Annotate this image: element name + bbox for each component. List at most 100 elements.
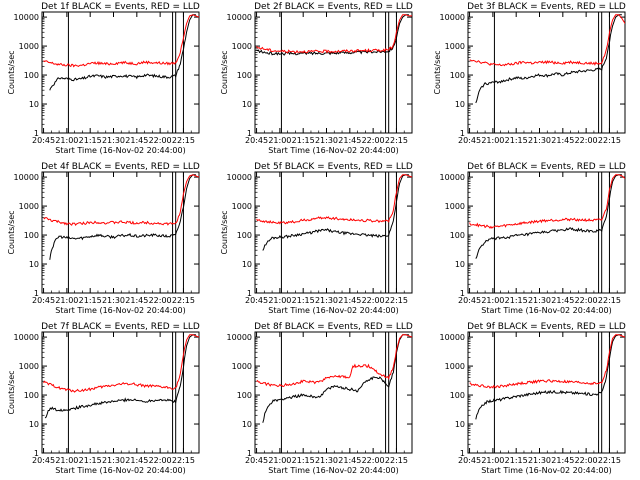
y-tick-label: 10000 <box>440 173 465 182</box>
y-tick-label: 100 <box>24 71 39 80</box>
x-axis-label: Start Time (16-Nov-02 20:44:00) <box>55 466 185 475</box>
x-tick-label: 22:00 <box>362 456 385 465</box>
plot-area <box>43 332 199 453</box>
x-tick-label: 22:00 <box>575 296 598 305</box>
x-tick-label: 21:45 <box>125 456 148 465</box>
axes-frame <box>467 331 626 454</box>
y-tick-label: 10 <box>455 260 465 269</box>
x-tick-label: 21:00 <box>481 296 504 305</box>
y-tick-label: 10000 <box>440 13 465 22</box>
y-tick-label: 100 <box>450 231 465 240</box>
y-tick-label: 1 <box>247 289 252 298</box>
y-tick-label: 1000 <box>19 42 39 51</box>
y-tick-label: 10 <box>242 420 252 429</box>
x-tick-label: 21:30 <box>102 456 125 465</box>
y-tick-label: 10 <box>455 100 465 109</box>
x-tick-label: 21:45 <box>125 296 148 305</box>
series-line-lld <box>43 14 199 68</box>
plot-area <box>256 12 412 133</box>
x-tick-label: 22:15 <box>598 136 621 145</box>
series-line-lld <box>469 14 625 67</box>
y-tick-label: 1000 <box>445 362 465 371</box>
plot-area <box>43 172 199 293</box>
x-tick-label: 22:00 <box>362 296 385 305</box>
x-axis-label: Start Time (16-Nov-02 20:44:00) <box>268 466 398 475</box>
x-axis-label: Start Time (16-Nov-02 20:44:00) <box>481 466 611 475</box>
panel-title: Det 2f BLACK = Events, RED = LLD <box>254 2 413 12</box>
x-tick-label: 22:00 <box>149 136 172 145</box>
x-tick-label: 21:30 <box>315 136 338 145</box>
y-axis-label: Counts/sec <box>220 50 229 94</box>
y-tick-label: 1 <box>34 289 39 298</box>
chart-panel-4: Det 4f BLACK = Events, RED = LLD 1 10 100 10… <box>7 162 200 315</box>
x-tick-label: 21:30 <box>315 296 338 305</box>
y-tick-label: 100 <box>450 71 465 80</box>
x-tick-label: 20:45 <box>245 136 268 145</box>
x-tick-label: 20:45 <box>32 296 55 305</box>
axes-frame <box>41 331 200 454</box>
plot-area <box>43 12 199 133</box>
x-tick-label: 21:30 <box>528 296 551 305</box>
y-tick-label: 1 <box>247 449 252 458</box>
y-tick-label: 10 <box>29 100 39 109</box>
series-line-lld <box>43 174 199 226</box>
x-tick-label: 22:15 <box>385 296 408 305</box>
x-tick-label: 21:30 <box>102 296 125 305</box>
x-tick-label: 21:00 <box>55 136 78 145</box>
y-tick-label: 1000 <box>232 42 252 51</box>
plot-area <box>469 172 625 293</box>
y-tick-label: 1 <box>460 129 465 138</box>
y-tick-label: 1 <box>34 129 39 138</box>
x-tick-label: 21:15 <box>292 136 315 145</box>
axes-frame <box>254 171 413 294</box>
x-tick-label: 22:15 <box>172 136 195 145</box>
panel-title: Det 1f BLACK = Events, RED = LLD <box>41 2 200 12</box>
x-tick-label: 22:15 <box>172 296 195 305</box>
x-tick-label: 21:45 <box>551 456 574 465</box>
y-tick-label: 1 <box>247 129 252 138</box>
x-tick-label: 21:00 <box>268 296 291 305</box>
axes-frame <box>254 11 413 134</box>
y-tick-label: 10 <box>455 420 465 429</box>
y-tick-label: 1000 <box>19 362 39 371</box>
chart-panel-8: Det 8f BLACK = Events, RED = LLD 1 10 100 10… <box>227 322 413 475</box>
chart-panel-2: Det 2f BLACK = Events, RED = LLD 1 10 100 10… <box>220 2 413 155</box>
y-axis-label: Counts/sec <box>7 50 16 94</box>
x-tick-label: 21:30 <box>102 136 125 145</box>
series-line-events <box>262 334 409 423</box>
y-tick-label: 100 <box>24 391 39 400</box>
x-tick-label: 21:45 <box>551 136 574 145</box>
x-tick-label: 21:45 <box>338 456 361 465</box>
x-axis-label: Start Time (16-Nov-02 20:44:00) <box>268 146 398 155</box>
series-line-events <box>49 174 196 260</box>
y-tick-label: 10 <box>242 260 252 269</box>
x-tick-label: 22:00 <box>149 456 172 465</box>
x-tick-label: 21:15 <box>505 456 528 465</box>
panel-title: Det 5f BLACK = Events, RED = LLD <box>254 162 413 172</box>
series-line-events <box>44 334 196 419</box>
x-tick-label: 20:45 <box>32 456 55 465</box>
x-tick-label: 21:45 <box>338 136 361 145</box>
x-tick-label: 21:30 <box>528 136 551 145</box>
plot-area <box>469 332 625 453</box>
y-tick-label: 100 <box>24 231 39 240</box>
chart-panel-7: Det 7f BLACK = Events, RED = LLD 1 10 100 10… <box>7 322 200 475</box>
x-tick-label: 21:30 <box>315 456 338 465</box>
axes-frame <box>254 331 413 454</box>
axes-frame <box>467 171 626 294</box>
series-line-lld <box>469 334 625 389</box>
x-tick-label: 22:00 <box>575 456 598 465</box>
y-tick-label: 100 <box>237 391 252 400</box>
y-axis-label: Counts/sec <box>7 210 16 254</box>
x-tick-label: 22:00 <box>149 296 172 305</box>
chart-panel-9: Det 9f BLACK = Events, RED = LLD 1 10 100 10… <box>440 322 626 475</box>
x-tick-label: 21:15 <box>505 296 528 305</box>
y-tick-label: 100 <box>237 71 252 80</box>
y-tick-label: 10000 <box>14 13 39 22</box>
x-tick-label: 22:15 <box>385 456 408 465</box>
x-tick-label: 20:45 <box>245 456 268 465</box>
series-line-lld <box>256 14 412 54</box>
chart-panel-5: Det 5f BLACK = Events, RED = LLD 1 10 100 10… <box>220 162 413 315</box>
series-line-lld <box>256 334 412 388</box>
x-tick-label: 20:45 <box>245 296 268 305</box>
